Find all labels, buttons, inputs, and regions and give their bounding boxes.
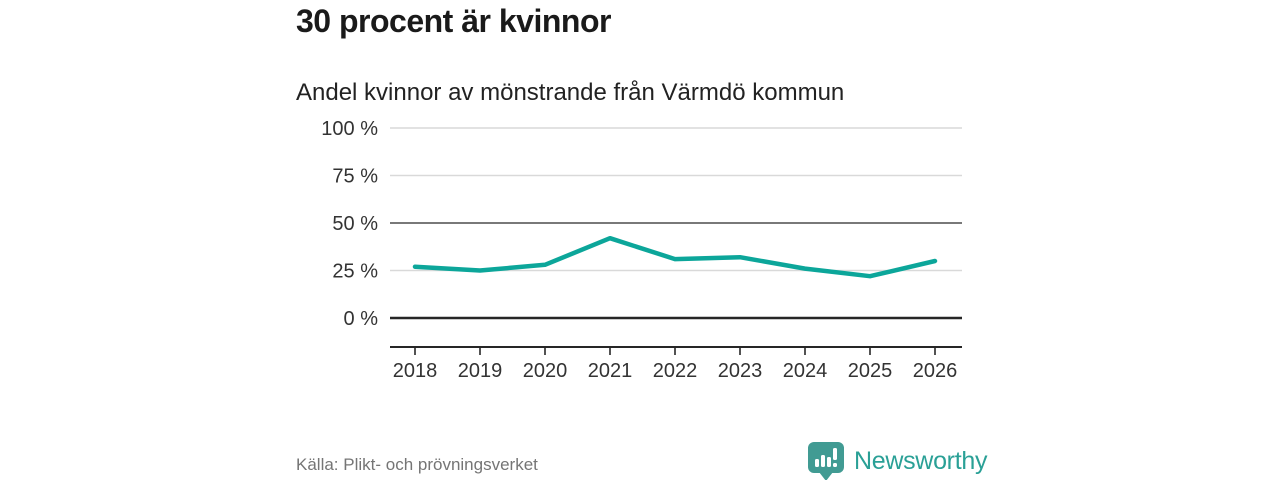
- y-axis-label: 0 %: [344, 308, 379, 330]
- x-axis-label: 2021: [588, 360, 633, 382]
- chart-subtitle: Andel kvinnor av mönstrande från Värmdö …: [296, 79, 845, 106]
- x-axis-label: 2018: [393, 360, 438, 382]
- newsworthy-wordmark: Newsworthy: [854, 446, 988, 475]
- y-axis-label: 50 %: [332, 213, 378, 235]
- x-axis-label: 2020: [523, 360, 568, 382]
- x-axis-label: 2025: [848, 360, 893, 382]
- y-axis-label: 25 %: [332, 261, 378, 283]
- data-series-line: [412, 235, 938, 279]
- bar-chart-bubble-icon: [808, 442, 844, 480]
- newsworthy-logo: Newsworthy: [806, 440, 987, 480]
- source-note: Källa: Plikt- och prövningsverket: [296, 455, 538, 474]
- x-axis-label: 2023: [718, 360, 763, 382]
- y-axis-label: 100 %: [321, 118, 378, 140]
- y-axis-label: 75 %: [332, 166, 378, 188]
- x-axis-label: 2022: [653, 360, 698, 382]
- x-axis-label: 2024: [783, 360, 828, 382]
- chart-title: 30 procent är kvinnor: [296, 3, 611, 39]
- x-axis-label: 2026: [913, 360, 958, 382]
- x-axis-label: 2019: [458, 360, 503, 382]
